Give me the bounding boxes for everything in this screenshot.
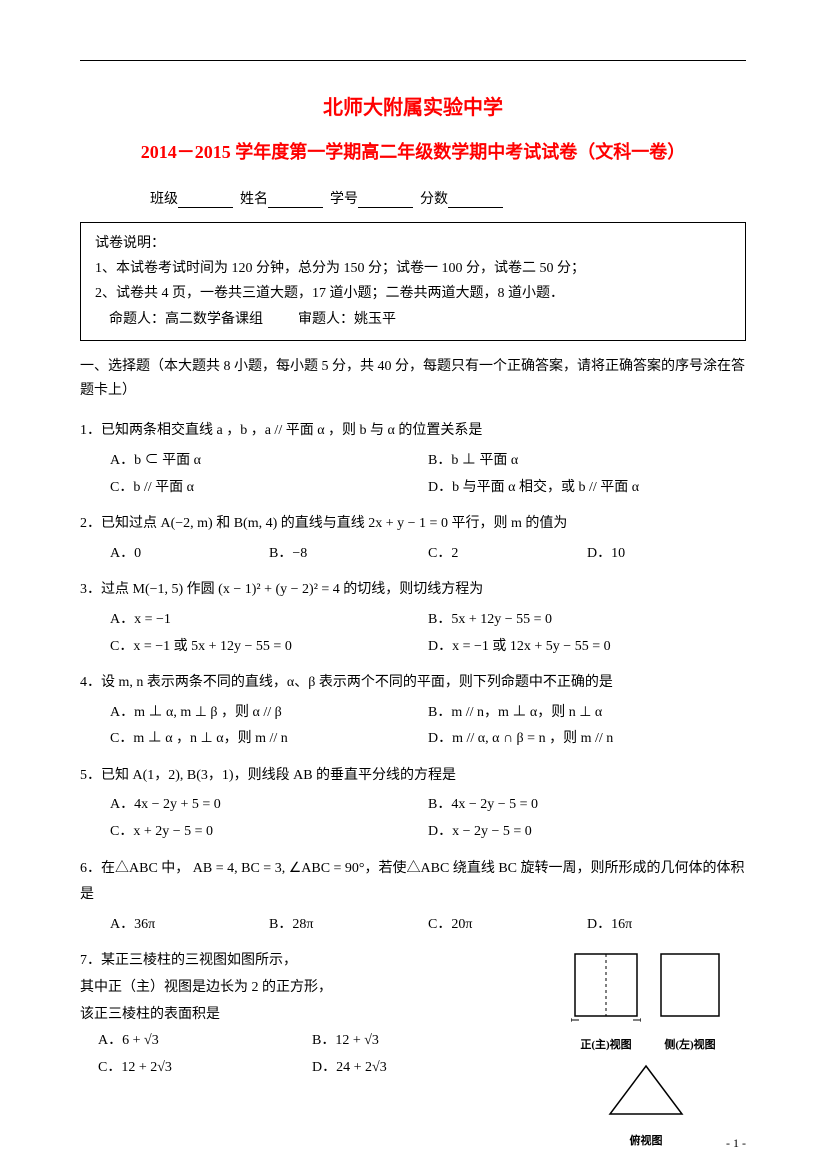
id-blank[interactable] [358,192,413,208]
q7-line2: 其中正（主）视图是边长为 2 的正方形， [80,975,526,1002]
q5-stem: 5．已知 A(1，2), B(3，1)，则线段 AB 的垂直平分线的方程是 [80,763,746,790]
q6-opt-a: A．36π [110,912,269,939]
q3-stem: 3．过点 M(−1, 5) 作圆 (x − 1)² + (y − 2)² = 4… [80,577,746,604]
section1-desc: 一、选择题（本大题共 8 小题，每小题 5 分，共 40 分，每题只有一个正确答… [80,355,746,403]
question-2: 2．已知过点 A(−2, m) 和 B(m, 4) 的直线与直线 2x + y … [80,511,746,567]
info-author-line: 命题人：高二数学备课组 审题人：姚玉平 [95,307,731,332]
info-heading: 试卷说明： [95,231,731,256]
info-line2: 2、试卷共 4 页，一卷共三道大题，17 道小题；二卷共两道大题，8 道小题． [95,281,731,306]
q3-opt-c: C．x = −1 或 5x + 12y − 55 = 0 [110,634,428,661]
front-view-label: 正(主)视图 [571,1035,641,1056]
q5-opt-c: C．x + 2y − 5 = 0 [110,819,428,846]
top-view-label: 俯视图 [606,1131,686,1152]
q7-figures: 正(主)视图 侧(左)视图 俯视图 [546,948,746,1151]
side-view-label: 侧(左)视图 [659,1035,721,1056]
q1-opt-d: D．b 与平面 α 相交，或 b // 平面 α [428,475,746,502]
q6-opt-c: C．20π [428,912,587,939]
q4-opt-a: A．m ⊥ α, m ⊥ β ，则 α // β [110,700,428,727]
q3-opt-a: A．x = −1 [110,607,428,634]
q7-opt-c: C．12 + 2√3 [98,1055,312,1082]
side-view-icon [659,952,721,1022]
question-5: 5．已知 A(1，2), B(3，1)，则线段 AB 的垂直平分线的方程是 A．… [80,763,746,846]
exam-title: 2014－2015 学年度第一学期高二年级数学期中考试试卷（文科一卷） [80,138,746,164]
q2-opt-d: D．10 [587,541,746,568]
q3-opt-b: B．5x + 12y − 55 = 0 [428,607,746,634]
top-rule [80,60,746,61]
q7-line1: 7．某正三棱柱的三视图如图所示， [80,948,526,975]
front-view-icon [571,952,641,1022]
q4-opt-b: B．m // n，m ⊥ α，则 n ⊥ α [428,700,746,727]
q2-stem: 2．已知过点 A(−2, m) 和 B(m, 4) 的直线与直线 2x + y … [80,511,746,538]
q7-opt-d: D．24 + 2√3 [312,1055,526,1082]
question-6: 6．在△ABC 中， AB = 4, BC = 3, ∠ABC = 90°，若使… [80,856,746,939]
q3-opt-d: D．x = −1 或 12x + 5y − 55 = 0 [428,634,746,661]
page-number: - 1 - [726,1136,746,1151]
q2-opt-a: A．0 [110,541,269,568]
q4-opt-c: C．m ⊥ α ，n ⊥ α，则 m // n [110,726,428,753]
q6-opt-b: B．28π [269,912,428,939]
q7-line3: 该正三棱柱的表面积是 [80,1002,526,1029]
question-7: 7．某正三棱柱的三视图如图所示， 其中正（主）视图是边长为 2 的正方形， 该正… [80,948,746,1151]
info-box: 试卷说明： 1、本试卷考试时间为 120 分钟，总分为 150 分；试卷一 10… [80,222,746,341]
class-blank[interactable] [178,192,233,208]
name-label: 姓名 [240,192,268,207]
q5-opt-b: B．4x − 2y − 5 = 0 [428,792,746,819]
score-blank[interactable] [448,192,503,208]
question-1: 1．已知两条相交直线 a ，b ，a // 平面 α ，则 b 与 α 的位置关… [80,418,746,501]
school-title: 北师大附属实验中学 [80,91,746,120]
q1-opt-c: C．b // 平面 α [110,475,428,502]
q4-stem: 4．设 m, n 表示两条不同的直线，α、β 表示两个不同的平面，则下列命题中不… [80,670,746,697]
name-blank[interactable] [268,192,323,208]
q2-opt-b: B．−8 [269,541,428,568]
top-view-icon [606,1062,686,1118]
q6-stem: 6．在△ABC 中， AB = 4, BC = 3, ∠ABC = 90°，若使… [80,856,746,909]
question-3: 3．过点 M(−1, 5) 作圆 (x − 1)² + (y − 2)² = 4… [80,577,746,660]
q1-opt-a: A．b ⊂ 平面 α [110,448,428,475]
q2-opt-c: C．2 [428,541,587,568]
q5-opt-d: D．x − 2y − 5 = 0 [428,819,746,846]
q6-opt-d: D．16π [587,912,746,939]
q7-opt-b: B．12 + √3 [312,1028,526,1055]
id-label: 学号 [330,192,358,207]
info-line1: 1、本试卷考试时间为 120 分钟，总分为 150 分；试卷一 100 分，试卷… [95,256,731,281]
question-4: 4．设 m, n 表示两条不同的直线，α、β 表示两个不同的平面，则下列命题中不… [80,670,746,753]
class-label: 班级 [150,192,178,207]
q7-opt-a: A．6 + √3 [98,1028,312,1055]
score-label: 分数 [420,192,448,207]
q1-stem: 1．已知两条相交直线 a ，b ，a // 平面 α ，则 b 与 α 的位置关… [80,418,746,445]
form-line: 班级 姓名 学号 分数 [150,188,746,208]
q1-opt-b: B．b ⊥ 平面 α [428,448,746,475]
q5-opt-a: A．4x − 2y + 5 = 0 [110,792,428,819]
info-author: 命题人：高二数学备课组 [109,312,263,327]
info-reviewer: 审题人：姚玉平 [298,312,396,327]
q4-opt-d: D．m // α, α ∩ β = n ，则 m // n [428,726,746,753]
